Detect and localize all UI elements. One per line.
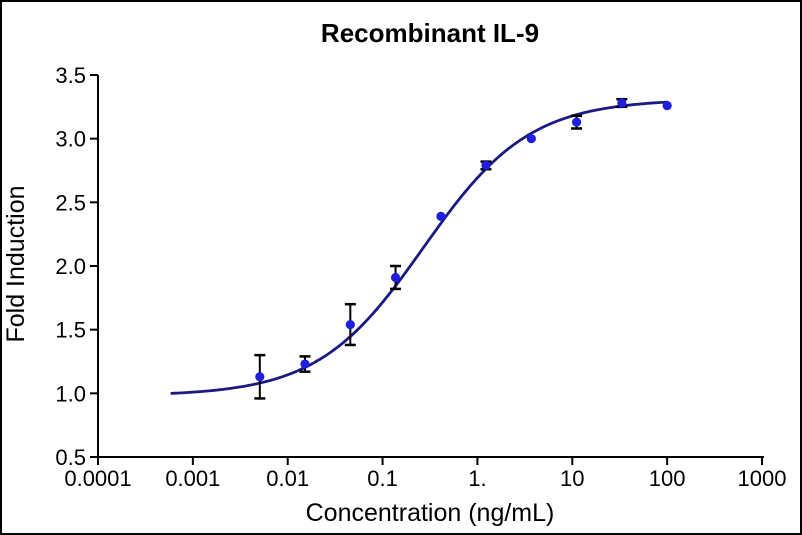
data-point bbox=[481, 160, 491, 171]
x-tick-label: 0.1 bbox=[367, 466, 398, 491]
chart-title: Recombinant IL-9 bbox=[320, 18, 540, 48]
data-point bbox=[526, 134, 536, 144]
y-tick-label: 3.5 bbox=[55, 63, 86, 88]
y-tick-label: 3.0 bbox=[55, 127, 86, 152]
y-tick-label: 2.5 bbox=[55, 190, 86, 215]
data-point bbox=[617, 98, 627, 108]
x-tick-label: 0.0001 bbox=[64, 466, 131, 491]
data-point bbox=[571, 117, 582, 127]
fit-curve bbox=[170, 100, 669, 395]
data-point bbox=[255, 372, 265, 382]
x-axis-label: Concentration (ng/mL) bbox=[305, 499, 555, 527]
data-point bbox=[345, 319, 355, 330]
data-point bbox=[436, 211, 446, 221]
y-axis-label: Fold Induction bbox=[2, 185, 30, 343]
x-tick-label: 0.001 bbox=[165, 466, 220, 491]
data-point bbox=[390, 272, 401, 283]
y-tick-label: 2.0 bbox=[55, 254, 86, 279]
x-tick-label: 100 bbox=[649, 466, 686, 491]
data-point bbox=[300, 359, 310, 369]
x-tick-label: 1000 bbox=[738, 466, 787, 491]
y-tick-label: 1.5 bbox=[55, 318, 86, 343]
data-point bbox=[662, 100, 672, 111]
y-tick-label: 1.0 bbox=[55, 381, 86, 406]
y-tick-label: 0.5 bbox=[55, 445, 86, 470]
x-tick-label: 0.01 bbox=[266, 466, 309, 491]
x-tick-label: 10 bbox=[560, 466, 584, 491]
x-tick-label: 1. bbox=[468, 466, 486, 491]
